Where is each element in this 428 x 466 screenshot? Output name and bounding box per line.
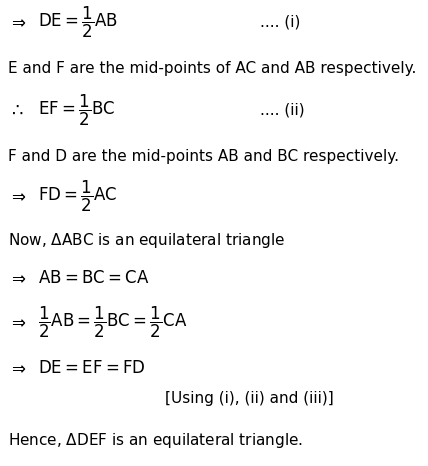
Text: $\mathrm{DE} = \dfrac{1}{2}\mathrm{AB}$: $\mathrm{DE} = \dfrac{1}{2}\mathrm{AB}$ <box>38 4 118 40</box>
Text: [Using (i), (ii) and (iii)]: [Using (i), (ii) and (iii)] <box>165 391 334 405</box>
Text: $\Rightarrow$: $\Rightarrow$ <box>8 187 27 205</box>
Text: Now, $\Delta$ABC is an equilateral triangle: Now, $\Delta$ABC is an equilateral trian… <box>8 231 285 249</box>
Text: $\mathrm{AB} = \mathrm{BC} = \mathrm{CA}$: $\mathrm{AB} = \mathrm{BC} = \mathrm{CA}… <box>38 269 149 287</box>
Text: F and D are the mid-points AB and BC respectively.: F and D are the mid-points AB and BC res… <box>8 149 399 164</box>
Text: $\Rightarrow$: $\Rightarrow$ <box>8 13 27 31</box>
Text: .... (i): .... (i) <box>260 14 300 29</box>
Text: $\therefore$: $\therefore$ <box>8 101 24 119</box>
Text: $\dfrac{1}{2}\mathrm{AB} = \dfrac{1}{2}\mathrm{BC} = \dfrac{1}{2}\mathrm{CA}$: $\dfrac{1}{2}\mathrm{AB} = \dfrac{1}{2}\… <box>38 304 187 340</box>
Text: .... (ii): .... (ii) <box>260 103 305 117</box>
Text: $\Rightarrow$: $\Rightarrow$ <box>8 313 27 331</box>
Text: $\mathrm{FD} = \dfrac{1}{2}\mathrm{AC}$: $\mathrm{FD} = \dfrac{1}{2}\mathrm{AC}$ <box>38 178 117 213</box>
Text: $\Rightarrow$: $\Rightarrow$ <box>8 359 27 377</box>
Text: $\Rightarrow$: $\Rightarrow$ <box>8 269 27 287</box>
Text: E and F are the mid-points of AC and AB respectively.: E and F are the mid-points of AC and AB … <box>8 61 416 75</box>
Text: Hence, $\Delta$DEF is an equilateral triangle.: Hence, $\Delta$DEF is an equilateral tri… <box>8 431 303 450</box>
Text: $\mathrm{EF} = \dfrac{1}{2}\mathrm{BC}$: $\mathrm{EF} = \dfrac{1}{2}\mathrm{BC}$ <box>38 92 115 128</box>
Text: $\mathrm{DE} = \mathrm{EF} = \mathrm{FD}$: $\mathrm{DE} = \mathrm{EF} = \mathrm{FD}… <box>38 359 146 377</box>
